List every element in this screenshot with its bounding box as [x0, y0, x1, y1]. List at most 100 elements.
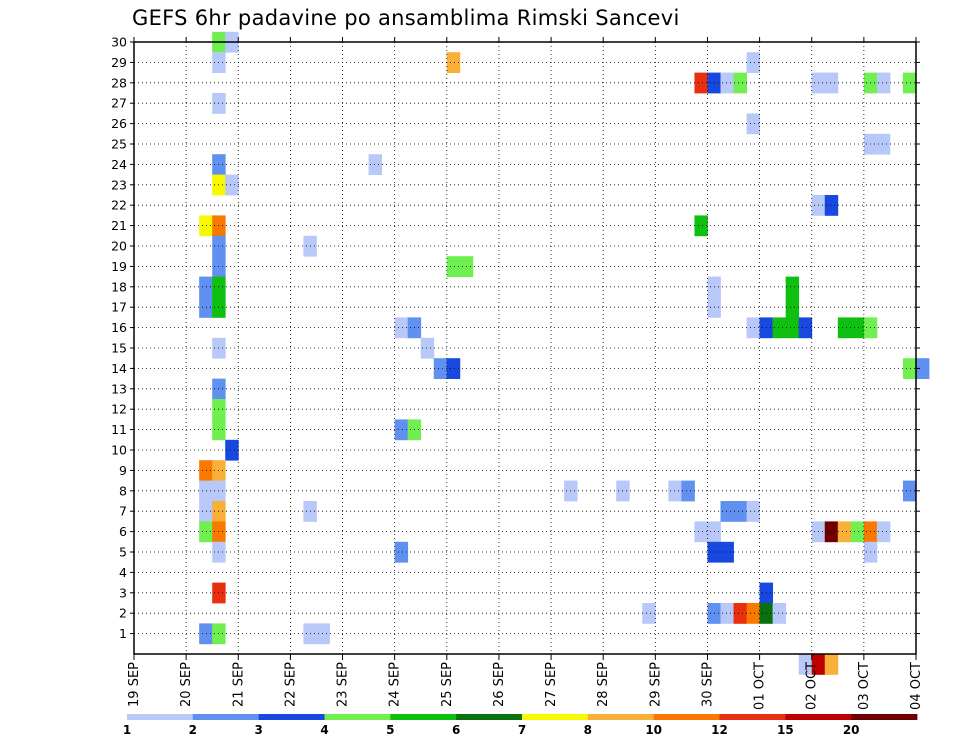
heatmap-cell	[642, 603, 656, 624]
x-tick-label: 25 SEP	[440, 662, 455, 707]
legend-label: 12	[711, 723, 728, 737]
heatmap-cell	[902, 480, 917, 502]
heatmap-cell	[720, 501, 734, 522]
heatmap-cell	[772, 603, 787, 624]
legend-swatch	[851, 714, 918, 720]
heatmap-cell	[225, 439, 239, 461]
heatmap-cell	[785, 276, 800, 298]
legend-label: 2	[189, 723, 197, 737]
heatmap-cell	[420, 337, 435, 359]
y-tick-label: 19	[111, 259, 127, 274]
heatmap-cell	[446, 52, 461, 73]
legend-label: 15	[777, 723, 794, 737]
heatmap-cell	[798, 654, 813, 675]
heatmap-cell	[368, 154, 383, 175]
heatmap-cell	[720, 72, 734, 94]
heatmap-cell	[394, 317, 409, 339]
y-tick-label: 17	[111, 300, 127, 315]
heatmap-cell	[694, 215, 708, 237]
y-tick-label: 10	[111, 443, 127, 458]
y-tick-label: 2	[119, 606, 127, 621]
heatmap-cell	[733, 72, 747, 94]
heatmap-cell	[199, 460, 213, 481]
legend-swatch	[587, 714, 655, 720]
chart-title: GEFS 6hr padavine po ansamblima Rimski S…	[132, 6, 680, 30]
legend-label: 4	[320, 723, 328, 737]
heatmap-cell	[876, 521, 891, 543]
heatmap-cell	[720, 603, 734, 624]
y-tick-label: 8	[119, 483, 127, 498]
heatmap-cell	[694, 521, 708, 543]
heatmap-cell	[902, 72, 917, 94]
heatmap-cell	[681, 480, 695, 502]
legend-swatch	[390, 714, 457, 720]
x-tick-label: 29 SEP	[648, 662, 663, 707]
heatmap-cell	[785, 317, 800, 339]
heatmap-cell	[733, 603, 747, 624]
legend-swatch	[192, 714, 260, 720]
legend-label: 10	[645, 723, 662, 737]
x-tick-label: 01 OCT	[753, 662, 768, 710]
x-tick-label: 23 SEP	[336, 662, 351, 707]
heatmap-cell	[916, 358, 930, 379]
y-tick-label: 28	[111, 75, 127, 90]
heatmap-cell	[694, 72, 708, 94]
y-tick-label: 29	[111, 55, 127, 70]
y-tick-label: 9	[119, 463, 127, 478]
x-tick-label: 28 SEP	[596, 662, 611, 707]
x-tick-label: 04 OCT	[909, 662, 924, 710]
y-tick-label: 4	[119, 565, 127, 580]
heatmap-cell	[199, 480, 213, 502]
heatmap-cell	[824, 654, 839, 675]
heatmap-cell	[785, 297, 800, 318]
x-tick-label: 26 SEP	[492, 662, 507, 707]
x-tick-label: 27 SEP	[544, 662, 559, 707]
legend-swatch	[653, 714, 720, 720]
heatmap-cell	[316, 623, 330, 645]
y-tick-label: 30	[111, 35, 127, 50]
heatmap-cell	[746, 501, 760, 522]
heatmap-cell	[772, 317, 787, 339]
y-tick-label: 7	[119, 504, 127, 519]
y-tick-label: 12	[111, 402, 127, 417]
heatmap-cell	[837, 521, 852, 543]
heatmap-cell	[733, 501, 747, 522]
heatmap-cell	[746, 603, 760, 624]
heatmap-cell	[824, 72, 839, 94]
y-tick-label: 23	[111, 177, 127, 192]
x-tick-label: 30 SEP	[700, 662, 715, 707]
y-tick-label: 18	[111, 279, 127, 294]
legend-swatch	[785, 714, 852, 720]
y-tick-label: 27	[111, 96, 127, 111]
legend-swatch	[522, 714, 589, 720]
heatmap-cell	[902, 358, 917, 379]
legend-swatch	[456, 714, 523, 720]
heatmap-cell	[746, 317, 760, 339]
heatmap-cell	[199, 521, 213, 543]
y-tick-label: 26	[111, 116, 127, 131]
heatmap-cell	[199, 501, 213, 522]
heatmap-cell	[199, 297, 213, 318]
heatmap-cell	[837, 317, 852, 339]
y-tick-label: 15	[111, 341, 127, 356]
legend-label: 6	[452, 723, 460, 737]
heatmap-cell	[746, 113, 760, 135]
y-tick-label: 6	[119, 524, 127, 539]
x-tick-label: 24 SEP	[388, 662, 403, 707]
heatmap-cell	[720, 541, 734, 563]
y-tick-label: 16	[111, 320, 127, 335]
x-tick-label: 02 OCT	[805, 662, 820, 710]
x-tick-label: 19 SEP	[127, 662, 142, 707]
y-tick-label: 3	[119, 585, 127, 600]
y-tick-label: 24	[111, 157, 127, 172]
heatmap-cell	[394, 419, 409, 441]
heatmap-cell	[850, 521, 865, 543]
legend-label: 1	[123, 723, 131, 737]
x-tick-label: 20 SEP	[179, 662, 194, 707]
y-tick-label: 22	[111, 198, 127, 213]
heatmap-cell	[446, 256, 461, 277]
y-tick-label: 14	[111, 361, 127, 376]
x-tick-label: 21 SEP	[231, 662, 246, 707]
heatmap-cell	[433, 358, 448, 379]
